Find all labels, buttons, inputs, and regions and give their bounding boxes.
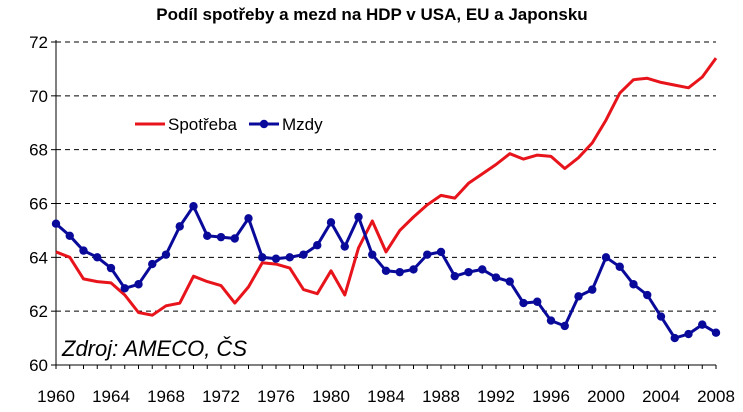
data-point-mzdy <box>368 250 377 259</box>
data-point-mzdy <box>574 292 583 301</box>
data-point-mzdy <box>395 267 404 277</box>
x-tick-label: 2008 <box>697 387 735 406</box>
data-point-mzdy <box>244 214 253 223</box>
x-tick-label: 1972 <box>202 387 240 406</box>
data-point-mzdy <box>354 212 363 222</box>
legend-label-mzdy: Mzdy <box>282 115 323 134</box>
data-point-mzdy <box>436 247 446 257</box>
x-tick-labels: 1960 1964 1968 1972 1976 1980 1984 1988 1992 1996… <box>37 387 735 406</box>
x-tick-label: 1984 <box>367 387 405 406</box>
y-tick-label: 68 <box>29 141 48 160</box>
data-point-mzdy <box>313 241 322 250</box>
data-point-mzdy <box>381 266 391 275</box>
x-tick-label: 1992 <box>477 387 515 406</box>
legend-label-spotřeba: Spotřeba <box>168 115 238 134</box>
series-group <box>51 57 721 343</box>
data-point-mzdy <box>175 222 184 231</box>
legend: Spotřeba Mzdy <box>135 115 323 134</box>
data-point-mzdy <box>258 253 267 262</box>
data-point-mzdy <box>546 316 556 325</box>
data-point-mzdy <box>478 265 487 274</box>
x-tick-label: 1968 <box>147 387 185 406</box>
source-note: Zdroj: AMECO, ČS <box>61 336 247 361</box>
data-point-mzdy <box>299 250 308 259</box>
data-point-mzdy <box>670 333 679 343</box>
axes <box>51 40 717 369</box>
data-point-mzdy <box>93 253 102 262</box>
data-point-mzdy <box>134 280 143 289</box>
x-tick-label: 2004 <box>642 387 680 406</box>
data-point-mzdy <box>51 219 61 228</box>
data-point-mzdy <box>588 285 597 294</box>
y-tick-label: 66 <box>29 195 48 214</box>
x-tick-label: 1964 <box>92 387 130 406</box>
data-point-mzdy <box>560 321 569 331</box>
y-tick-label: 60 <box>29 356 48 375</box>
x-tick-label: 2000 <box>587 387 625 406</box>
data-point-mzdy <box>148 259 157 269</box>
data-point-mzdy <box>711 328 721 337</box>
y-tick-labels: 60 62 64 66 68 70 72 <box>29 33 48 375</box>
y-tick-label: 62 <box>29 302 48 321</box>
data-point-mzdy <box>601 253 611 262</box>
data-point-mzdy <box>464 267 473 277</box>
data-point-mzdy <box>423 250 432 259</box>
series-line-spotřeba <box>55 57 718 317</box>
x-tick-label: 1996 <box>532 387 570 406</box>
data-point-mzdy <box>615 262 624 271</box>
data-point-mzdy <box>79 246 88 255</box>
data-point-mzdy <box>643 290 652 300</box>
x-tick-label: 1960 <box>37 387 75 406</box>
data-point-mzdy <box>106 263 116 273</box>
data-point-mzdy <box>409 265 418 274</box>
data-point-mzdy <box>161 250 171 259</box>
data-point-mzdy <box>65 231 74 240</box>
data-point-mzdy <box>656 312 666 321</box>
legend-marker-mzdy <box>259 119 269 129</box>
data-point-mzdy <box>285 253 294 262</box>
data-point-mzdy <box>216 232 226 242</box>
data-point-mzdy <box>120 284 129 293</box>
y-tick-label: 64 <box>29 248 48 267</box>
data-point-mzdy <box>505 277 514 286</box>
y-tick-label: 72 <box>29 33 48 52</box>
data-point-mzdy <box>326 218 336 227</box>
data-point-mzdy <box>230 234 239 243</box>
x-tick-label: 1976 <box>257 387 295 406</box>
x-tick-label: 1988 <box>422 387 460 406</box>
data-point-mzdy <box>203 231 212 240</box>
data-point-mzdy <box>340 242 349 251</box>
data-point-mzdy <box>491 273 501 282</box>
x-tick-label: 1980 <box>312 387 350 406</box>
data-point-mzdy <box>519 298 528 308</box>
data-point-mzdy <box>189 201 198 211</box>
data-point-mzdy <box>684 329 693 339</box>
data-point-mzdy <box>533 297 542 306</box>
data-point-mzdy <box>271 254 281 263</box>
chart-title: Podíl spotřeby a mezd na HDP v USA, EU a… <box>156 5 587 24</box>
data-point-mzdy <box>629 280 638 289</box>
y-tick-label: 70 <box>29 87 48 106</box>
data-point-mzdy <box>450 271 459 281</box>
data-point-mzdy <box>698 320 707 329</box>
